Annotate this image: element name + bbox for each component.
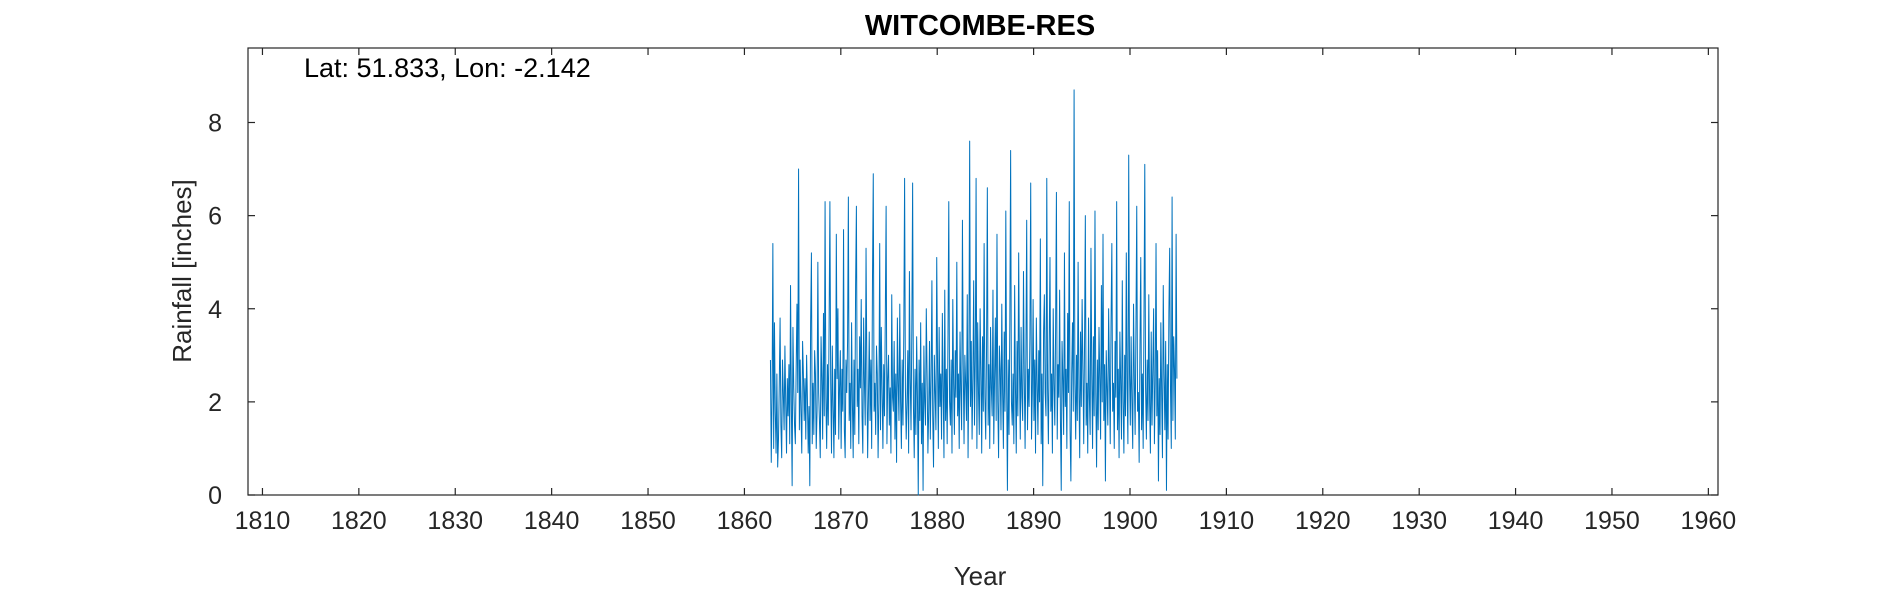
y-axis-label: Rainfall [inches] — [167, 179, 197, 363]
axes — [247, 47, 1719, 496]
x-ticks: 1810 1820 1830 1840 1850 1860 1870 1880 1890 1900… — [235, 48, 1737, 535]
x-tick-label: 1960 — [1681, 507, 1737, 535]
x-tick-label: 1850 — [620, 507, 676, 535]
plot-box — [247, 47, 1719, 496]
x-tick-label: 1810 — [235, 507, 291, 535]
series-layer — [769, 89, 1178, 496]
y-tick-label: 8 — [208, 110, 222, 138]
x-tick-label: 1880 — [909, 507, 965, 535]
x-tick-label: 1910 — [1199, 507, 1255, 535]
x-tick-label: 1950 — [1584, 507, 1640, 535]
x-tick-label: 1840 — [524, 507, 580, 535]
x-axis-label: Year — [954, 561, 1007, 591]
x-tick-label: 1930 — [1391, 507, 1447, 535]
y-ticks: 0 2 4 6 8 — [208, 110, 1718, 510]
y-tick-label: 2 — [208, 389, 222, 417]
location-annotation: Lat: 51.833, Lon: -2.142 — [304, 53, 591, 83]
x-tick-label: 1830 — [427, 507, 483, 535]
x-tick-label: 1860 — [717, 507, 773, 535]
x-tick-label: 1940 — [1488, 507, 1544, 535]
series-line-0 — [769, 89, 1178, 496]
y-tick-label: 6 — [208, 203, 222, 231]
y-tick-label: 0 — [208, 482, 222, 510]
y-tick-label: 4 — [208, 296, 222, 324]
x-tick-label: 1900 — [1102, 507, 1158, 535]
chart-title: WITCOMBE-RES — [865, 10, 1095, 42]
x-tick-label: 1870 — [813, 507, 869, 535]
x-tick-label: 1890 — [1006, 507, 1062, 535]
x-tick-label: 1920 — [1295, 507, 1351, 535]
x-tick-label: 1820 — [331, 507, 387, 535]
